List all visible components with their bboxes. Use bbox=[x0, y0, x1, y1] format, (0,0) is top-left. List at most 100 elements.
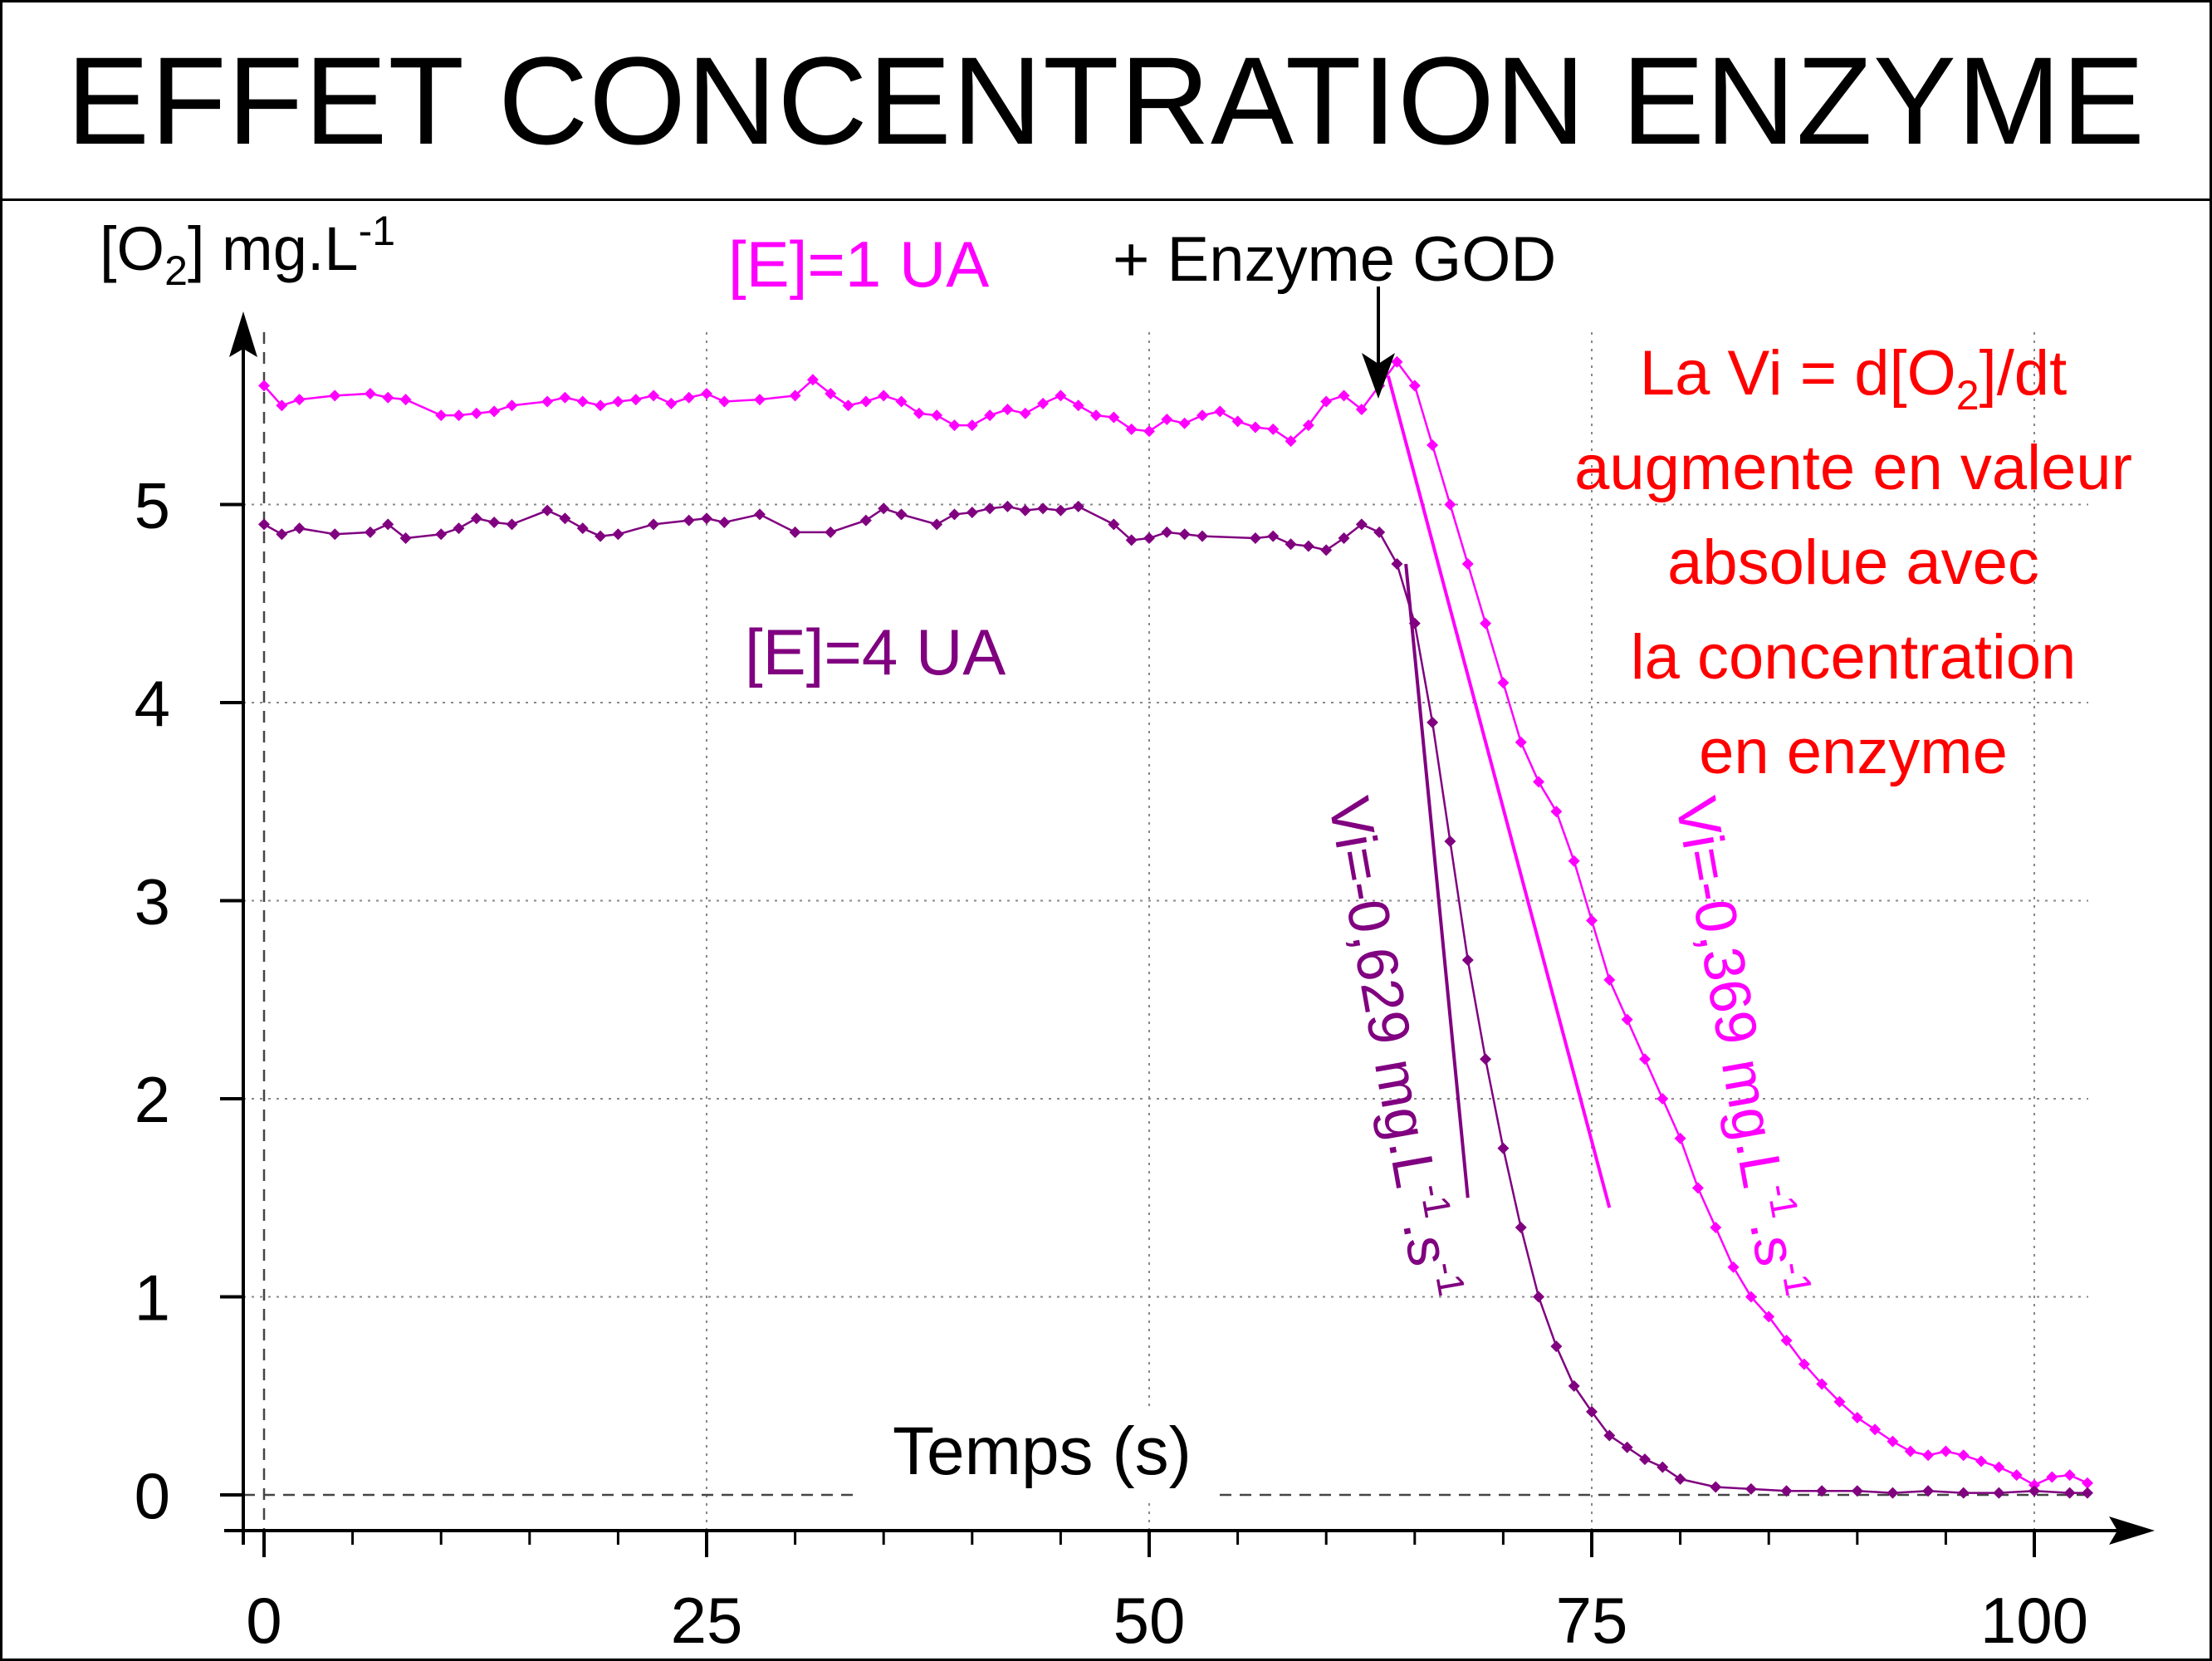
x-tick-label: 75 bbox=[1556, 1584, 1628, 1657]
data-point bbox=[1515, 1222, 1527, 1234]
data-point bbox=[364, 526, 376, 538]
data-point bbox=[1072, 399, 1084, 412]
tangent-line bbox=[1404, 563, 1470, 1198]
data-point bbox=[1338, 532, 1350, 545]
data-point bbox=[878, 502, 890, 515]
data-point bbox=[364, 387, 376, 399]
data-point bbox=[612, 395, 624, 408]
data-point bbox=[470, 512, 482, 525]
y-tick-label: 2 bbox=[135, 1063, 170, 1136]
tangent-lines bbox=[1386, 375, 1612, 1208]
y-tick-label: 5 bbox=[135, 469, 170, 542]
data-point bbox=[1125, 534, 1138, 546]
data-point bbox=[1922, 1485, 1935, 1497]
data-point bbox=[1621, 1013, 1633, 1026]
y-axis-arrow bbox=[229, 311, 257, 357]
data-point bbox=[683, 391, 695, 404]
data-point bbox=[1851, 1411, 1863, 1423]
data-point bbox=[1214, 405, 1226, 418]
data-point bbox=[1940, 1445, 1952, 1458]
data-point bbox=[1922, 1449, 1935, 1462]
data-point bbox=[1657, 1093, 1669, 1105]
data-point bbox=[293, 394, 306, 406]
data-point bbox=[1568, 855, 1580, 867]
data-point bbox=[2063, 1487, 2076, 1499]
data-point bbox=[506, 399, 518, 412]
data-point bbox=[966, 507, 978, 519]
y-tick-label: 3 bbox=[135, 865, 170, 938]
data-point bbox=[1037, 502, 1050, 515]
data-point bbox=[859, 514, 872, 527]
data-point bbox=[1178, 417, 1191, 429]
data-point bbox=[948, 419, 961, 432]
data-point bbox=[1143, 425, 1155, 438]
data-point bbox=[470, 407, 482, 419]
data-point bbox=[648, 390, 660, 402]
y-tick-label: 0 bbox=[135, 1459, 170, 1532]
data-point bbox=[1745, 1291, 1757, 1303]
labels: [O2] mg.L-1 Temps (s) [E]=1 UA [E]=4 UA … bbox=[100, 208, 2132, 1503]
data-point bbox=[453, 409, 465, 422]
rate-note-line: absolue avec bbox=[1667, 527, 2039, 598]
data-point bbox=[1851, 1485, 1863, 1497]
data-point bbox=[399, 532, 412, 545]
data-point bbox=[2028, 1485, 2040, 1497]
data-point bbox=[1515, 736, 1527, 748]
data-point bbox=[1887, 1435, 1899, 1448]
data-point bbox=[1444, 835, 1456, 847]
data-point bbox=[1904, 1445, 1916, 1458]
data-point bbox=[1338, 390, 1350, 402]
data-point bbox=[559, 512, 571, 525]
data-point bbox=[1638, 1053, 1651, 1066]
rate-note-line: augmente en valeur bbox=[1574, 433, 2132, 503]
data-point bbox=[1674, 1472, 1686, 1485]
rate-note-line: la concentration bbox=[1631, 622, 2077, 693]
data-point bbox=[453, 522, 465, 535]
data-point bbox=[435, 409, 448, 422]
data-point bbox=[595, 530, 607, 542]
legend-e4: [E]=4 UA bbox=[745, 615, 1006, 688]
data-point bbox=[382, 518, 394, 531]
data-point bbox=[1461, 954, 1474, 967]
data-point bbox=[1497, 1142, 1510, 1154]
data-point bbox=[1427, 716, 1439, 728]
data-point bbox=[1444, 498, 1456, 511]
data-point bbox=[1816, 1485, 1828, 1497]
data-point bbox=[488, 405, 501, 418]
data-point bbox=[2028, 1479, 2040, 1492]
data-point bbox=[1108, 518, 1120, 531]
data-point bbox=[1727, 1261, 1740, 1273]
data-point bbox=[541, 395, 554, 408]
data-point bbox=[648, 518, 660, 531]
data-point bbox=[701, 387, 712, 399]
rate-4ua-label: Vi=-0,629 mg.L-1.s-1 bbox=[1316, 791, 1474, 1304]
data-point bbox=[1568, 1379, 1580, 1392]
data-point bbox=[1638, 1453, 1651, 1466]
data-point bbox=[1586, 914, 1598, 927]
data-point bbox=[1497, 677, 1510, 689]
data-point bbox=[595, 399, 607, 412]
data-point bbox=[1674, 1132, 1686, 1144]
data-point bbox=[701, 512, 712, 525]
data-point bbox=[2081, 1477, 2093, 1489]
data-point bbox=[825, 387, 837, 399]
enzyme-arrow-head bbox=[1362, 353, 1395, 399]
data-point bbox=[612, 528, 624, 541]
data-point bbox=[1603, 973, 1616, 986]
x-axis-arrow bbox=[2109, 1516, 2155, 1545]
data-point bbox=[1355, 518, 1368, 531]
data-point bbox=[1408, 380, 1421, 392]
data-point bbox=[1285, 538, 1297, 551]
data-point bbox=[895, 395, 908, 408]
data-point bbox=[1763, 1311, 1775, 1323]
data-point bbox=[1408, 617, 1421, 630]
data-point bbox=[276, 399, 288, 412]
x-tick-label: 25 bbox=[671, 1584, 743, 1657]
data-point bbox=[1320, 395, 1333, 408]
data-point bbox=[683, 514, 695, 527]
data-point bbox=[1196, 409, 1208, 422]
data-point bbox=[1869, 1423, 1882, 1436]
data-point bbox=[718, 395, 731, 408]
data-point bbox=[1285, 435, 1297, 448]
data-point bbox=[1178, 528, 1191, 541]
